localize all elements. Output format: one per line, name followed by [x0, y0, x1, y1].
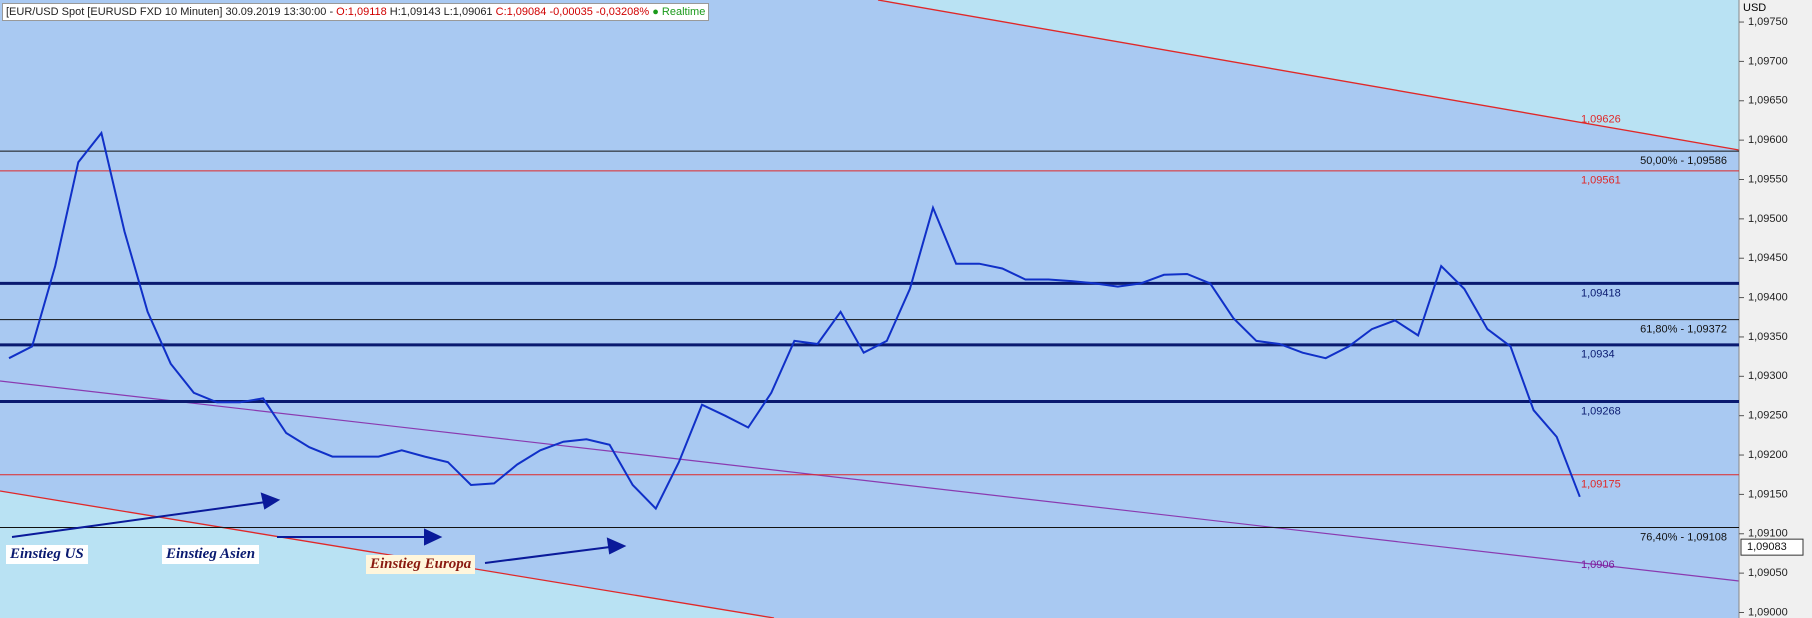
trendline-channel: [0, 380, 1740, 582]
y-tick-label: 1,09550: [1748, 173, 1788, 185]
y-tick-label: 1,09050: [1748, 567, 1788, 579]
level-label: 61,80% - 1,09372: [1640, 324, 1727, 336]
level-label: 50,00% - 1,09586: [1640, 155, 1727, 167]
trendline-lower: [0, 490, 775, 618]
level-label: 1,09418: [1581, 287, 1621, 299]
annotation: Einstieg Asien: [162, 545, 260, 564]
y-tick-label: 1,09150: [1748, 488, 1788, 500]
y-tick-label: 1,09100: [1748, 528, 1788, 540]
last-price-box: [1740, 538, 1804, 556]
annotation: Einstieg US: [6, 545, 88, 564]
y-tick-label: 1,09650: [1748, 95, 1788, 107]
y-tick-label: 1,09400: [1748, 291, 1788, 303]
level-label: 1,09268: [1581, 405, 1621, 417]
axis-label: USD: [1743, 2, 1766, 14]
high-low: H:1,09143 L:1,09061: [389, 6, 493, 18]
price-axis: [1739, 0, 1812, 618]
y-tick-label: 1,09350: [1748, 331, 1788, 343]
y-tick-label: 1,09250: [1748, 410, 1788, 422]
y-tick-label: 1,09200: [1748, 449, 1788, 461]
annotation: Einstieg Europa: [366, 555, 476, 574]
last-price-label: 1,09083: [1747, 541, 1787, 553]
trendline-label: 1,09626: [1581, 114, 1621, 126]
status: ● Realtime: [652, 6, 706, 18]
level-label: 1,09561: [1581, 175, 1621, 187]
close-price: C:1,09084 -0,00035 -0,03208%: [495, 6, 650, 18]
level-label: 76,40% - 1,09108: [1640, 531, 1727, 543]
trendline-upper: [877, 0, 1740, 151]
y-tick-label: 1,09750: [1748, 16, 1788, 28]
y-tick-label: 1,09300: [1748, 370, 1788, 382]
instrument: [EUR/USD Spot [EURUSD FXD 10 Minuten] 30…: [6, 6, 334, 18]
entry-arrows: [11, 492, 627, 564]
price-line: [8, 130, 1581, 511]
open-price: O:1,09118: [336, 6, 387, 18]
level-label: 1,09175: [1581, 479, 1621, 491]
trendline-label: 1,0906: [1581, 559, 1615, 571]
y-tick-label: 1,09000: [1748, 606, 1788, 618]
y-tick-label: 1,09500: [1748, 213, 1788, 225]
y-tick-label: 1,09450: [1748, 252, 1788, 264]
plot-background: [0, 0, 1739, 618]
y-tick-label: 1,09700: [1748, 55, 1788, 67]
y-tick-label: 1,09600: [1748, 134, 1788, 146]
chart-header: [EUR/USD Spot [EURUSD FXD 10 Minuten] 30…: [2, 3, 710, 21]
status-text: Realtime: [661, 6, 706, 18]
level-label: 1,0934: [1581, 349, 1615, 361]
